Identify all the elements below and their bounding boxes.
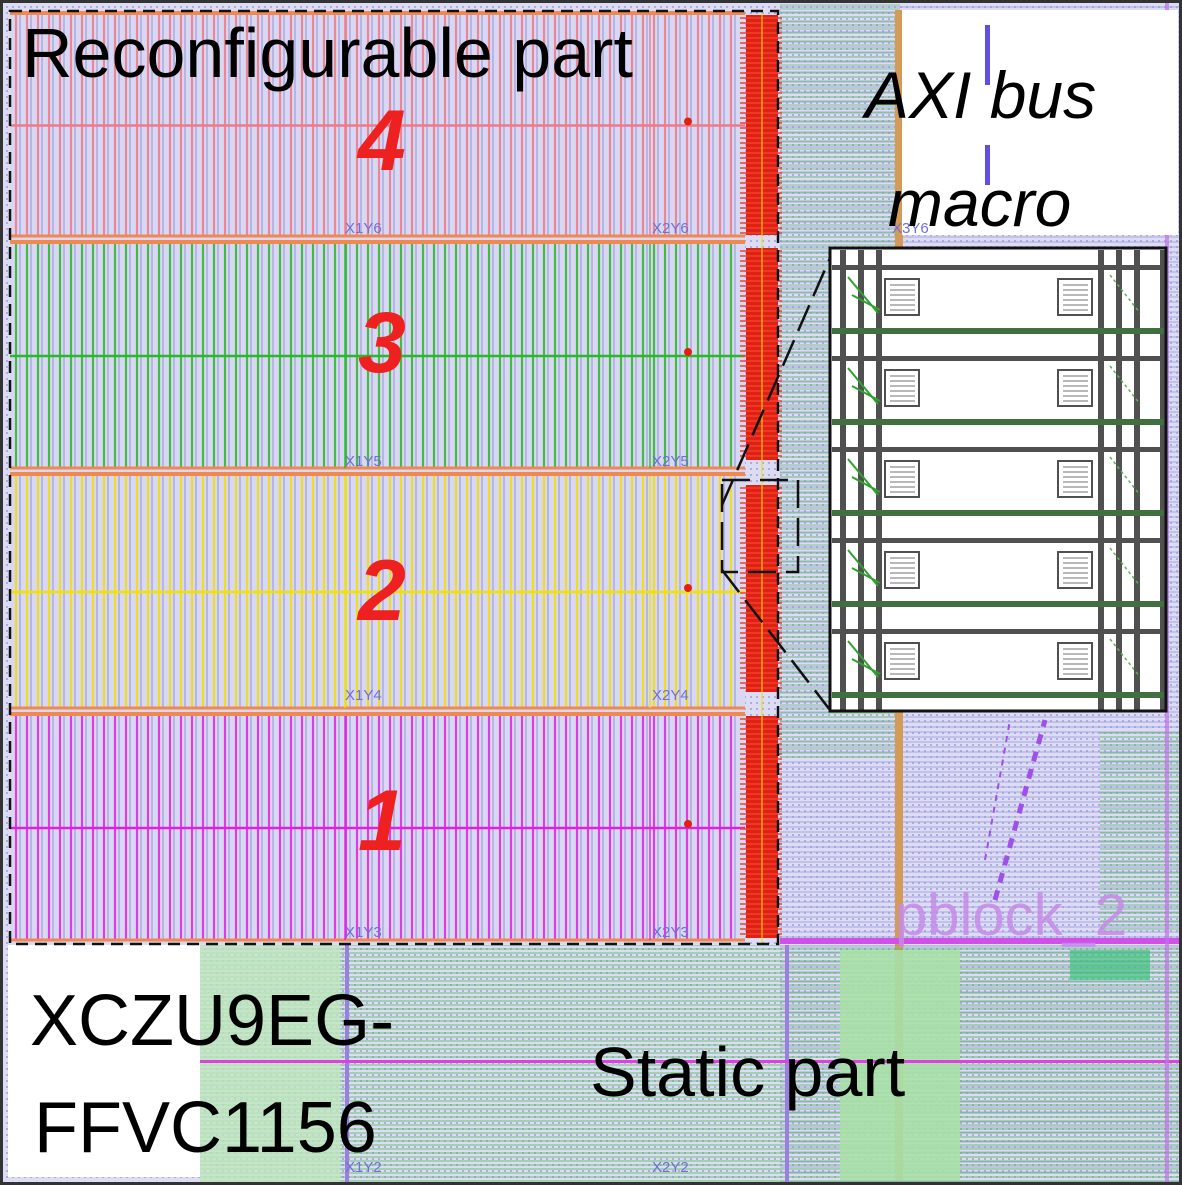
reconfigurable-part-label: Reconfigurable part xyxy=(22,14,633,92)
clock-region-label: X2Y6 xyxy=(652,220,689,237)
region-number: 3 xyxy=(358,295,406,391)
axi-bus-macro-label-line2: macro xyxy=(888,166,1072,240)
clock-region-label: X2Y5 xyxy=(652,453,689,470)
reconfigurable-region xyxy=(10,11,745,240)
reconfigurable-region xyxy=(10,240,745,472)
reconfigurable-regions xyxy=(10,11,745,944)
axi-bus-macro-column xyxy=(740,11,782,944)
device-label-area xyxy=(8,945,200,1177)
zoom-callout-lines xyxy=(720,257,832,711)
static-fabric-bottom xyxy=(200,945,1182,1185)
axi-bus-macro-label-line1: AXI bus xyxy=(865,58,1097,132)
clock-region-label: X3Y6 xyxy=(892,220,929,237)
clock-region-label: X2Y4 xyxy=(652,687,689,704)
reconfigurable-region xyxy=(10,472,745,712)
pblock-boundary xyxy=(780,938,1182,944)
reconfigurable-region xyxy=(10,712,745,944)
clock-region-label: X1Y5 xyxy=(345,453,382,470)
clock-region-label: X1Y2 xyxy=(345,1159,382,1176)
axi-label-area xyxy=(902,10,1178,235)
region-number: 2 xyxy=(358,543,406,639)
static-part-label: Static part xyxy=(590,1033,906,1111)
device-name-line2: FFVC1156 xyxy=(34,1088,377,1168)
clock-region-label: X1Y3 xyxy=(345,924,382,941)
pblock-label: pblock_2 xyxy=(895,883,1127,948)
device-name-line1: XCZU9EG- xyxy=(30,981,395,1061)
reconfigurable-boundary xyxy=(8,9,780,946)
clock-region-label: X2Y2 xyxy=(652,1159,689,1176)
clock-region-label: X1Y6 xyxy=(345,220,382,237)
region-number: 1 xyxy=(358,773,406,869)
clock-region-label: X2Y3 xyxy=(652,924,689,941)
region-number: 4 xyxy=(358,93,406,189)
clock-region-label: X1Y4 xyxy=(345,687,382,704)
bus-macro-zoom-inset xyxy=(828,246,1168,713)
